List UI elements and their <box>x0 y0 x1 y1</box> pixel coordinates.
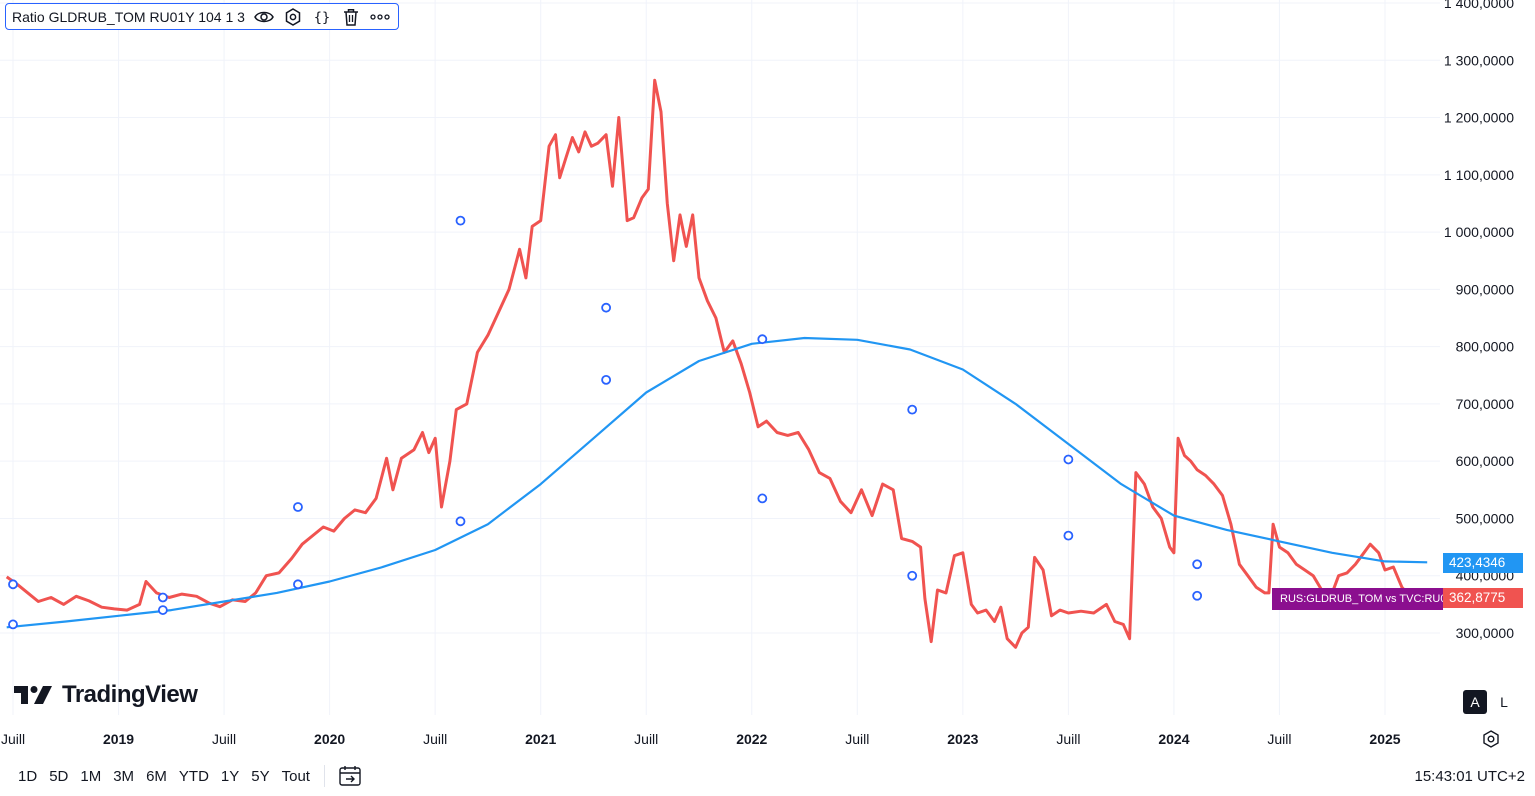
y-tick-label: 900,0000 <box>1456 281 1515 297</box>
tradingview-logo-icon <box>14 686 52 704</box>
data-point-marker <box>293 579 303 590</box>
range-button-5d[interactable]: 5D <box>49 767 69 785</box>
x-tick-label: 2019 <box>103 731 134 747</box>
tradingview-logo-text: TradingView <box>62 681 198 708</box>
data-point-marker <box>907 570 918 581</box>
x-tick-label: 2023 <box>947 731 978 747</box>
x-tick-label: 2022 <box>736 731 767 747</box>
x-tick-label: Juill <box>634 731 658 747</box>
y-tick-label: 300,0000 <box>1456 625 1515 641</box>
red-series-price-tag: 362,8775 <box>1443 588 1523 608</box>
x-tick-label: Juill <box>845 731 869 747</box>
y-tick-label: 800,0000 <box>1456 339 1515 355</box>
range-button-5y[interactable]: 5Y <box>251 767 270 785</box>
y-tick-label: 1 200,0000 <box>1444 110 1514 126</box>
range-button-3m[interactable]: 3M <box>113 767 135 785</box>
time-range-group: 1D 5D 1M 3M 6M YTD 1Y 5Y Tout <box>12 768 316 785</box>
svg-text:{}: {} <box>314 9 330 25</box>
x-tick-label: 2020 <box>314 731 345 747</box>
gear-icon[interactable] <box>1481 729 1501 754</box>
auto-scale-button[interactable]: A <box>1463 690 1487 714</box>
x-tick-label: Juill <box>212 731 236 747</box>
settings-icon[interactable] <box>283 7 303 27</box>
range-button-ytd[interactable]: YTD <box>178 767 209 785</box>
data-point-marker <box>455 215 466 226</box>
date-range-icon[interactable] <box>337 764 363 788</box>
x-tick-label: 2021 <box>525 731 556 747</box>
range-button-1m[interactable]: 1M <box>80 767 102 785</box>
range-button-6m[interactable]: 6M <box>146 767 167 785</box>
trash-icon[interactable] <box>341 7 361 27</box>
range-button-1y[interactable]: 1Y <box>220 767 240 785</box>
y-tick-label: 1 400,0000 <box>1444 0 1514 11</box>
data-point-marker <box>757 493 768 504</box>
red-series-line <box>5 78 1416 649</box>
data-point-marker <box>157 605 168 615</box>
y-tick-label: 1 300,0000 <box>1444 52 1514 68</box>
x-tick-label: Juill <box>1267 731 1291 747</box>
data-point-marker <box>455 516 466 527</box>
more-icon[interactable] <box>370 7 390 27</box>
data-point-marker <box>757 334 768 345</box>
y-tick-label: 700,0000 <box>1456 396 1515 412</box>
data-point-marker <box>8 619 18 630</box>
x-tick-label: Juill <box>1056 731 1080 747</box>
indicator-title: Ratio GLDRUB_TOM RU01Y 104 1 3 <box>12 8 245 25</box>
data-point-marker <box>293 502 303 512</box>
data-point-marker <box>601 302 612 313</box>
data-point-marker <box>1192 559 1203 570</box>
y-tick-label: 500,0000 <box>1456 510 1515 526</box>
x-tick-label: 2024 <box>1158 731 1189 747</box>
bottom-toolbar: 1D 5D 1M 3M 6M YTD 1Y 5Y Tout 15:43:01 UTC+2 <box>0 756 1535 796</box>
clock-timezone[interactable]: 15:43:01 UTC+2 <box>1414 768 1526 785</box>
data-point-marker <box>907 404 918 415</box>
source-code-icon[interactable]: {} <box>312 7 332 27</box>
range-button-tout[interactable]: Tout <box>281 767 310 785</box>
data-point-marker <box>157 592 168 603</box>
y-tick-label: 1 000,0000 <box>1444 224 1514 240</box>
range-button-1d[interactable]: 1D <box>18 767 38 785</box>
data-point-marker <box>1063 530 1074 541</box>
y-tick-label: 1 100,0000 <box>1444 167 1514 183</box>
x-tick-label: 2025 <box>1369 731 1400 747</box>
tradingview-logo: TradingView <box>14 681 198 709</box>
data-point-marker <box>1063 454 1074 465</box>
x-tick-label: Juill <box>1 731 25 747</box>
eye-icon[interactable] <box>254 7 274 27</box>
blue-series-price-tag: 423,4346 <box>1443 553 1523 573</box>
price-chart[interactable]: 300,0000400,0000500,0000600,0000700,0000… <box>0 0 1535 755</box>
toolbar-divider <box>323 765 325 787</box>
data-point-marker <box>601 374 612 385</box>
data-point-marker <box>8 579 18 590</box>
data-point-marker <box>1192 590 1203 601</box>
x-tick-label: Juill <box>423 731 447 747</box>
y-tick-label: 600,0000 <box>1456 453 1515 469</box>
blue-series-line <box>6 336 1428 629</box>
indicator-legend[interactable]: Ratio GLDRUB_TOM RU01Y 104 1 3 {} <box>5 3 399 30</box>
series-name-label: RUS:GLDRUB_TOM vs TVC:RU01Y <box>1272 588 1443 610</box>
log-scale-button[interactable]: L <box>1500 694 1508 710</box>
chart-area[interactable]: 300,0000 400,0000 500,0000 600,0000 700,0000… <box>0 0 1535 755</box>
